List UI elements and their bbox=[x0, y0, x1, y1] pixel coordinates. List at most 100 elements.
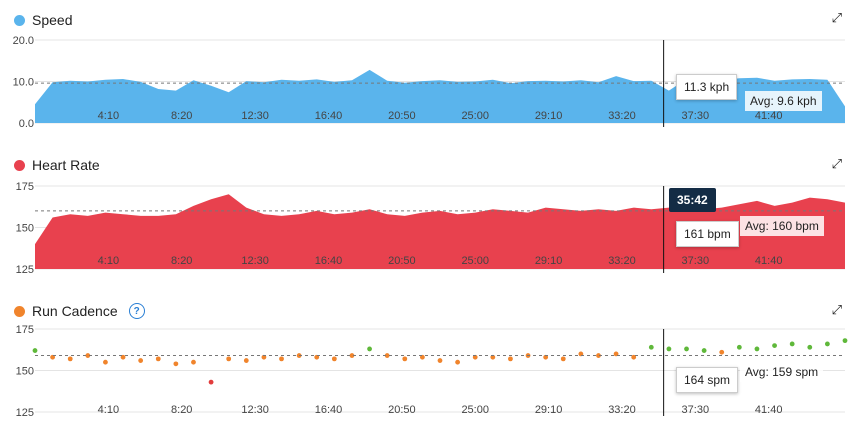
data-point bbox=[384, 353, 390, 358]
x-tick-label: 37:30 bbox=[682, 404, 710, 416]
x-tick-label: 20:50 bbox=[388, 110, 416, 122]
x-tick-label: 33:20 bbox=[608, 404, 636, 416]
data-point bbox=[455, 359, 461, 365]
data-point bbox=[701, 348, 707, 353]
y-tick-label: 125 bbox=[16, 264, 34, 276]
data-point bbox=[508, 356, 513, 362]
x-tick-label: 4:10 bbox=[98, 255, 119, 267]
x-tick-label: 29:10 bbox=[535, 110, 563, 122]
y-tick-label: 10.0 bbox=[13, 77, 34, 89]
data-point bbox=[754, 346, 760, 352]
heart-rate-panel: Heart Rate ⤢ 175 150 125 4:10 8:20 12:30 16:40… bbox=[0, 148, 848, 278]
data-point bbox=[243, 358, 249, 363]
help-icon[interactable]: ? bbox=[128, 303, 145, 319]
speed-legend-dot bbox=[14, 14, 25, 26]
data-point bbox=[648, 344, 654, 350]
series-area bbox=[35, 194, 845, 269]
speed-title: Speed bbox=[14, 12, 72, 28]
data-point bbox=[596, 353, 601, 358]
data-point bbox=[138, 358, 144, 363]
expand-icon[interactable]: ⤢ bbox=[831, 10, 842, 25]
y-tick-label: 20.0 bbox=[13, 35, 34, 47]
run-cadence-average-label: Avg: 159 spm bbox=[740, 362, 824, 382]
data-point bbox=[807, 344, 813, 350]
x-tick-label: 8:20 bbox=[171, 110, 192, 122]
run-cadence-title-label: Run Cadence bbox=[32, 303, 118, 319]
speed-tooltip: 11.3 kph bbox=[676, 74, 738, 100]
run-cadence-panel: Run Cadence ? ⤢ 175 150 125 4:10 8:20 12:30 16… bbox=[0, 294, 848, 433]
x-tick-label: 29:10 bbox=[535, 255, 563, 267]
data-point bbox=[32, 348, 38, 353]
x-tick-label: 4:10 bbox=[98, 110, 119, 122]
y-tick-label: 150 bbox=[16, 223, 34, 235]
data-point bbox=[437, 358, 443, 363]
data-point bbox=[772, 343, 777, 348]
run-cadence-legend-dot bbox=[14, 305, 25, 317]
run-cadence-title: Run Cadence ? bbox=[14, 303, 145, 319]
data-point bbox=[331, 356, 337, 362]
x-tick-label: 33:20 bbox=[608, 110, 636, 122]
data-point bbox=[842, 338, 848, 344]
x-tick-label: 16:40 bbox=[315, 255, 343, 267]
heart-rate-legend-dot bbox=[14, 159, 25, 171]
data-point bbox=[226, 356, 232, 362]
y-tick-label: 175 bbox=[16, 181, 34, 193]
y-tick-label: 175 bbox=[16, 324, 34, 336]
heart-rate-average-label: Avg: 160 bpm bbox=[740, 216, 824, 236]
x-tick-label: 8:20 bbox=[171, 404, 192, 416]
data-point bbox=[736, 344, 742, 350]
data-point bbox=[103, 359, 108, 365]
data-point bbox=[666, 346, 672, 352]
data-point bbox=[349, 353, 355, 358]
y-tick-label: 0.0 bbox=[19, 118, 34, 130]
heart-rate-title-label: Heart Rate bbox=[32, 157, 100, 173]
x-tick-label: 12:30 bbox=[241, 255, 269, 267]
y-tick-label: 125 bbox=[16, 407, 34, 419]
x-tick-label: 25:00 bbox=[461, 255, 489, 267]
run-cadence-chart[interactable]: 175 150 125 4:10 8:20 12:30 16:40 20:50 25:00 29:… bbox=[0, 294, 848, 433]
speed-panel: Speed ⤢ 20.0 10.0 0.0 4:10 8:20 12:30 16:40 20:… bbox=[0, 0, 848, 130]
x-tick-label: 41:40 bbox=[755, 255, 783, 267]
data-point bbox=[208, 379, 214, 385]
data-point bbox=[402, 356, 408, 362]
x-tick-label: 37:30 bbox=[682, 255, 710, 267]
data-point bbox=[631, 354, 637, 360]
data-point bbox=[824, 341, 830, 347]
data-point bbox=[191, 359, 196, 365]
expand-icon[interactable]: ⤢ bbox=[831, 302, 842, 317]
x-tick-label: 16:40 bbox=[315, 110, 343, 122]
heart-rate-tooltip: 161 bpm bbox=[676, 221, 739, 247]
data-point bbox=[684, 346, 689, 352]
data-point bbox=[85, 353, 91, 358]
data-point bbox=[789, 341, 795, 347]
data-point bbox=[155, 356, 161, 362]
heart-rate-chart[interactable]: 175 150 125 4:10 8:20 12:30 16:40 20:50 25:00 29:… bbox=[0, 148, 848, 278]
data-point bbox=[560, 356, 566, 362]
speed-title-label: Speed bbox=[32, 12, 73, 28]
heart-rate-title: Heart Rate bbox=[14, 157, 100, 173]
y-tick-label: 150 bbox=[16, 366, 34, 378]
cursor-time-badge: 35:42 bbox=[669, 188, 716, 212]
speed-chart[interactable]: 20.0 10.0 0.0 4:10 8:20 12:30 16:40 20:50 25:00 2… bbox=[0, 0, 848, 130]
data-point bbox=[279, 356, 284, 362]
data-point bbox=[367, 346, 372, 352]
x-tick-label: 12:30 bbox=[241, 404, 269, 416]
data-point bbox=[67, 356, 73, 362]
data-point bbox=[173, 361, 179, 367]
x-tick-label: 12:30 bbox=[241, 110, 269, 122]
run-cadence-tooltip: 164 spm bbox=[676, 367, 739, 393]
x-tick-label: 25:00 bbox=[461, 404, 489, 416]
x-tick-label: 41:40 bbox=[755, 404, 783, 416]
speed-average-label: Avg: 9.6 kph bbox=[745, 91, 822, 111]
x-tick-label: 4:10 bbox=[98, 404, 119, 416]
x-tick-label: 41:40 bbox=[755, 110, 783, 122]
x-tick-label: 33:20 bbox=[608, 255, 636, 267]
x-tick-label: 20:50 bbox=[388, 255, 416, 267]
x-tick-label: 25:00 bbox=[461, 110, 489, 122]
expand-icon[interactable]: ⤢ bbox=[831, 156, 842, 171]
x-tick-label: 29:10 bbox=[535, 404, 563, 416]
x-tick-label: 20:50 bbox=[388, 404, 416, 416]
x-tick-label: 37:30 bbox=[682, 110, 710, 122]
x-tick-label: 8:20 bbox=[171, 255, 192, 267]
data-point bbox=[719, 349, 725, 355]
